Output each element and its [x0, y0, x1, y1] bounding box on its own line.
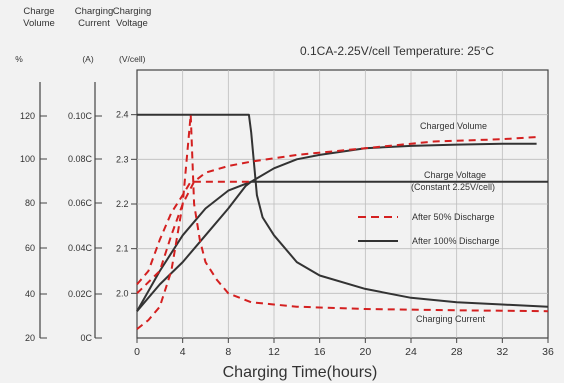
y-axis-tick-label: 2.4 [116, 110, 129, 120]
x-axis-tick-label: 4 [180, 346, 186, 358]
series-line-after-100-discharge-charge-volume [136, 142, 537, 312]
x-axis-tick-label: 24 [405, 346, 417, 358]
left-axis-title-0-0: Charge [23, 6, 54, 17]
x-axis-tick-label: 0 [134, 346, 140, 358]
x-axis-tick-label: 20 [359, 346, 371, 358]
annotation-charging-current: Charging Current [416, 314, 486, 324]
left-axis-0-tick-label: 60 [25, 243, 35, 253]
left-axis-unit-0: % [15, 54, 23, 64]
y-axis-tick-label: 2.0 [116, 288, 129, 298]
series-line-after-50-discharge-charge-volume [136, 136, 537, 295]
left-axis-title-1-0: Charging [75, 6, 114, 17]
left-axis-title-2-0: Charging [113, 6, 152, 17]
series-line-after-100-discharge-charge-voltage [136, 180, 548, 312]
left-axis-0-tick-label: 40 [25, 289, 35, 299]
x-axis-tick-label: 12 [268, 346, 280, 358]
left-axis-0-tick-label: 20 [25, 333, 35, 343]
left-axis-1-tick-label: 0C [80, 333, 92, 343]
annotation-charge-voltage: Charge Voltage [424, 170, 486, 180]
x-axis-tick-label: 28 [451, 346, 463, 358]
left-axis-1-tick-label: 0.10C [68, 111, 93, 121]
left-axis-1-tick-label: 0.02C [68, 289, 93, 299]
y-axis-tick-label: 2.3 [116, 154, 129, 164]
series-line-after-100-discharge-charging-current [137, 113, 549, 308]
series-layer [136, 113, 549, 330]
left-axis-unit-2: (V/cell) [119, 54, 146, 64]
y-axis-tick-label: 2.1 [116, 244, 129, 254]
annotation-charge-voltage-constant: (Constant 2.25V/cell) [411, 182, 495, 192]
left-axis-0-tick-label: 120 [20, 111, 35, 121]
left-axis-1-tick-label: 0.04C [68, 243, 93, 253]
left-axis-0-tick-label: 80 [25, 198, 35, 208]
x-axis-tick-label: 32 [496, 346, 508, 358]
left-axis-title-1-1: Current [78, 18, 110, 29]
left-axis-1-tick-label: 0.06C [68, 198, 93, 208]
x-axis-label: Charging Time(hours) [223, 364, 378, 381]
legend-label-after-50: After 50% Discharge [412, 212, 495, 222]
left-axis-1-tick-label: 0.08C [68, 154, 93, 164]
y-axis-tick-label: 2.2 [116, 199, 129, 209]
left-axis-title-0-1: Volume [23, 18, 55, 29]
x-axis-tick-label: 8 [225, 346, 231, 358]
series-line-after-50-discharge-charge-voltage [136, 180, 252, 286]
header-text: 0.1CA-2.25V/cell Temperature: 25°C [300, 44, 494, 58]
legend-label-after-100: After 100% Discharge [412, 236, 500, 246]
series-line-after-50-discharge-charging-current [136, 113, 549, 330]
x-axis-tick-label: 16 [314, 346, 326, 358]
left-axis-unit-1: (A) [82, 54, 94, 64]
legend: After 50% Discharge After 100% Discharge [358, 212, 500, 246]
left-axis-0-tick-label: 100 [20, 154, 35, 164]
x-axis-tick-label: 36 [542, 346, 554, 358]
annotation-charged-volume: Charged Volume [420, 121, 487, 131]
left-axis-title-2-1: Voltage [116, 18, 148, 29]
